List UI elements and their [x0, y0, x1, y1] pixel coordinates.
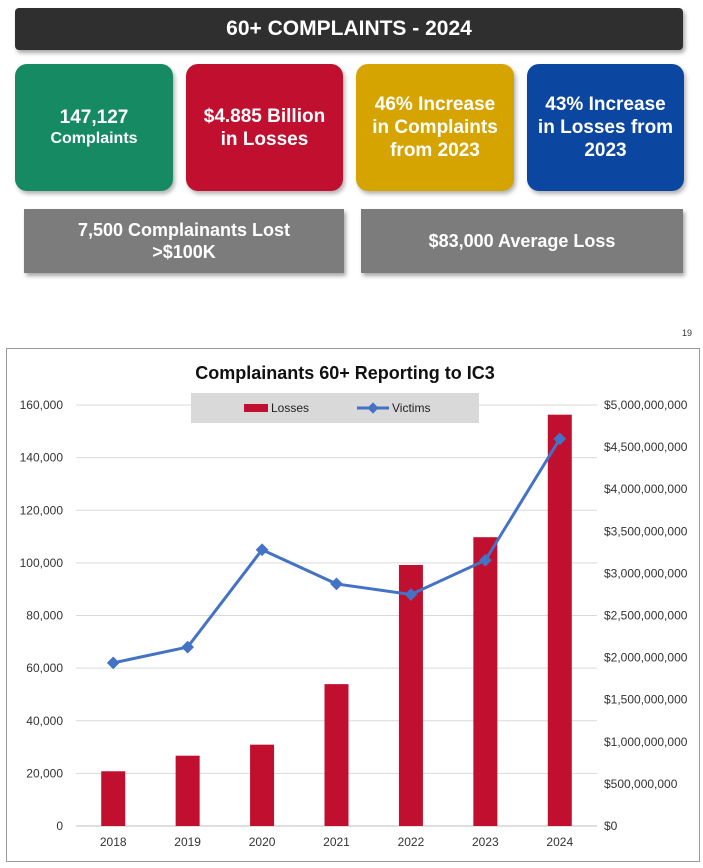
victims-point — [404, 588, 418, 601]
x-tick-label: 2021 — [323, 835, 350, 849]
average-loss-text: $83,000 Average Loss — [428, 231, 616, 251]
x-tick-label: 2022 — [398, 835, 425, 849]
legend-victims-label: Victims — [392, 401, 430, 415]
losses-card: $4.885 Billion in Losses — [186, 64, 343, 191]
losses-increase-line3: 2023 — [584, 140, 627, 161]
left-tick-label: 120,000 — [20, 503, 64, 517]
complaints-count: 147,127 — [59, 107, 129, 128]
left-tick-label: 20,000 — [26, 766, 63, 780]
victims-point — [106, 656, 120, 670]
complaints-card: 147,127 Complaints — [15, 64, 173, 191]
complaints-increase-card: 46% Increase in Complaints from 2023 — [356, 64, 514, 191]
complaints-increase-line1: 46% Increase — [374, 94, 496, 115]
legend-losses-swatch — [244, 404, 268, 412]
losses-bar — [324, 684, 349, 826]
losses-bar — [398, 564, 423, 826]
right-tick-label: $3,000,000,000 — [604, 566, 688, 580]
right-tick-label: $0 — [604, 819, 618, 833]
left-tick-label: 100,000 — [20, 556, 64, 570]
right-axis-ticks: $0 $500,000,000 $1,000,000,000 $1,500,000,0… — [604, 398, 688, 833]
right-tick-label: $5,000,000,000 — [604, 398, 688, 412]
losses-bar — [250, 744, 275, 826]
average-loss-stat: $83,000 Average Loss — [361, 209, 683, 273]
right-tick-label: $2,500,000,000 — [604, 609, 688, 623]
high-loss-stat: 7,500 Complainants Lost >$100K — [24, 209, 344, 273]
losses-increase-card: 43% Increase in Losses from 2023 — [527, 64, 684, 191]
victims-point — [478, 553, 492, 567]
x-axis-ticks: 2018 2019 2020 2021 2022 2023 2024 — [100, 835, 574, 849]
left-tick-label: 0 — [56, 819, 63, 833]
losses-bar — [175, 755, 200, 826]
x-tick-label: 2018 — [100, 835, 127, 849]
complaints-increase-line3: from 2023 — [390, 140, 480, 161]
chart-title: Complainants 60+ Reporting to IC3 — [195, 363, 495, 383]
complaints-increase-line2: in Complaints — [372, 117, 498, 138]
losses-bar — [101, 771, 126, 826]
left-tick-label: 40,000 — [26, 714, 63, 728]
left-tick-label: 60,000 — [26, 661, 63, 675]
losses-bars — [101, 414, 572, 826]
chart-legend: Losses Victims — [191, 393, 479, 423]
right-tick-label: $4,000,000,000 — [604, 482, 688, 496]
right-tick-label: $2,000,000,000 — [604, 651, 688, 665]
page-number: 19 — [682, 328, 693, 338]
right-tick-label: $4,500,000,000 — [604, 440, 688, 454]
x-tick-label: 2023 — [472, 835, 499, 849]
high-loss-line1: 7,500 Complainants Lost — [77, 220, 291, 240]
chart-container: Complainants 60+ Reporting to IC3 0 20,00… — [6, 348, 700, 862]
left-tick-label: 160,000 — [20, 398, 64, 412]
complainants-chart: Complainants 60+ Reporting to IC3 0 20,00… — [20, 363, 688, 849]
legend-losses-label: Losses — [271, 401, 309, 415]
page-banner: 60+ COMPLAINTS - 2024 — [15, 8, 683, 50]
losses-amount: $4.885 Billion — [203, 105, 326, 127]
left-axis-ticks: 0 20,000 40,000 60,000 80,000 100,000 120,000 1… — [20, 398, 64, 833]
losses-bar — [547, 414, 572, 826]
left-tick-label: 140,000 — [20, 451, 64, 465]
x-tick-label: 2024 — [546, 835, 573, 849]
x-tick-label: 2019 — [174, 835, 201, 849]
right-tick-label: $3,500,000,000 — [604, 524, 688, 538]
banner-title: 60+ COMPLAINTS - 2024 — [226, 17, 472, 40]
legend-background — [191, 393, 479, 423]
losses-increase-line2: in Losses from — [537, 117, 674, 138]
right-tick-label: $1,500,000,000 — [604, 693, 688, 707]
left-tick-label: 80,000 — [26, 609, 63, 623]
victims-point — [330, 577, 343, 591]
right-tick-label: $500,000,000 — [604, 777, 678, 791]
right-tick-label: $1,000,000,000 — [604, 735, 688, 749]
losses-label: in Losses — [220, 128, 309, 150]
high-loss-line2: >$100K — [152, 242, 216, 262]
complaints-label: Complaints — [50, 130, 138, 147]
losses-increase-line1: 43% Increase — [545, 94, 666, 115]
losses-bar — [473, 537, 498, 826]
x-tick-label: 2020 — [249, 835, 276, 849]
